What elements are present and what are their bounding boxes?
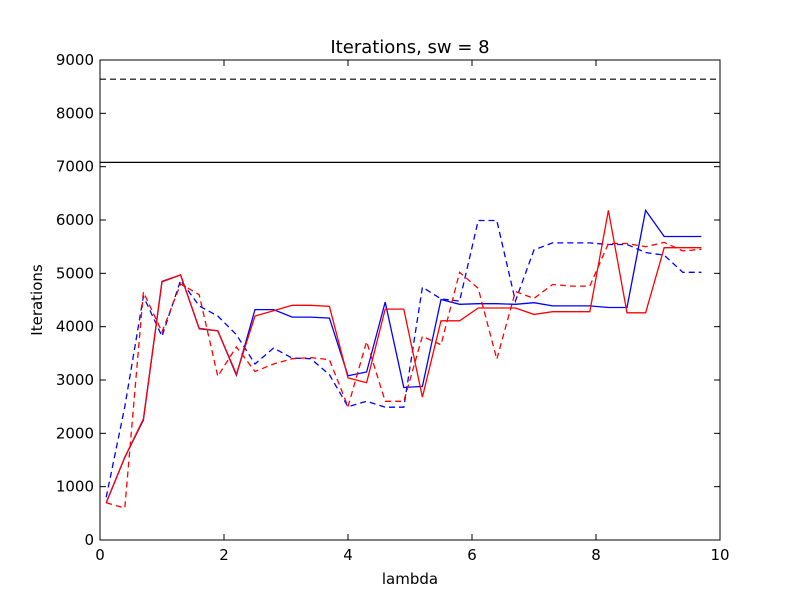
series-line-0 (105, 208, 702, 503)
y-tick-label: 7000 (56, 158, 94, 176)
x-tick-label: 6 (467, 546, 477, 564)
series-layer (105, 208, 702, 509)
series-line-1 (105, 219, 702, 498)
x-tick-label: 2 (219, 546, 229, 564)
x-tick-label: 10 (710, 546, 729, 564)
y-tick-label: 0 (84, 531, 94, 549)
y-tick-label: 6000 (56, 211, 94, 229)
x-tick-label: 0 (95, 546, 105, 564)
y-tick-label: 1000 (56, 478, 94, 496)
ticks-layer: 0 2 4 6 8 10 0 1000 2000 3000 4000 5000 6000 7000 8000… (56, 51, 730, 564)
x-axis-label: lambda (382, 570, 438, 588)
series-line-3 (106, 241, 702, 509)
y-tick-label: 8000 (56, 104, 94, 122)
reference-lines (100, 78, 720, 163)
x-tick-label: 8 (591, 546, 601, 564)
series-line-2 (105, 210, 702, 503)
y-tick-label: 3000 (56, 371, 94, 389)
y-tick-label: 4000 (56, 318, 94, 336)
y-tick-label: 2000 (56, 424, 94, 442)
x-tick-label: 4 (343, 546, 353, 564)
y-axis-label: Iterations (28, 264, 46, 336)
plot-frame (99, 59, 721, 541)
y-tick-label: 5000 (56, 264, 94, 282)
y-tick-label: 9000 (56, 51, 94, 69)
chart-title: Iterations, sw = 8 (330, 37, 489, 58)
